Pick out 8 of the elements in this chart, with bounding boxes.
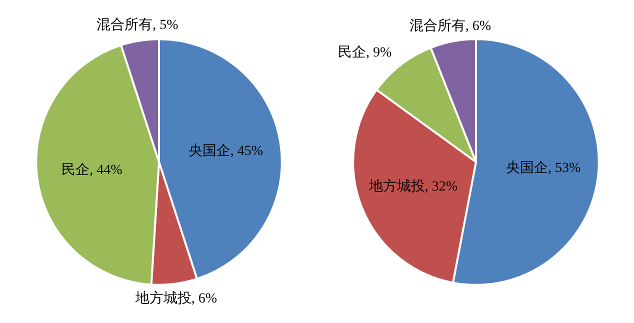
slice-label: 地方城投, 6% [134,290,218,306]
slice-label: 民企, 44% [62,162,123,178]
slice-label: 地方城投, 32% [368,178,458,194]
slice-label: 央国企, 53% [506,160,581,176]
slice-label: 混合所有, 6% [409,18,492,34]
slice-label: 央国企, 45% [188,142,264,159]
slice-label: 民企, 9% [338,44,392,60]
slice-label: 混合所有, 5% [96,17,179,34]
